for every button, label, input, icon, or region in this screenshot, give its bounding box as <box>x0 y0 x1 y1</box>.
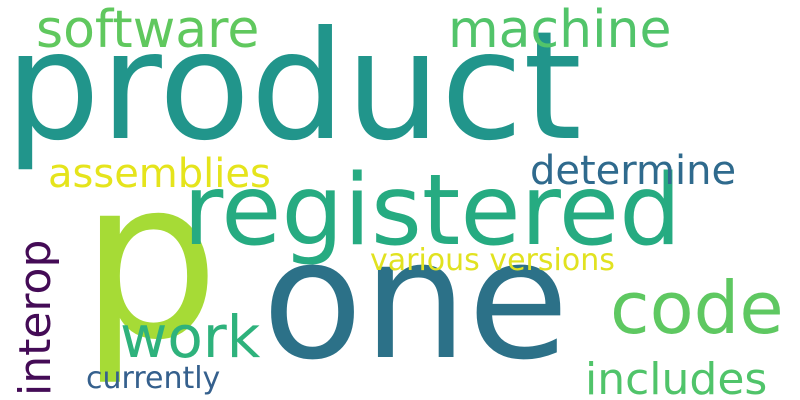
word-work: work <box>120 303 261 371</box>
word-machine: machine <box>448 0 672 60</box>
word-code: code <box>610 266 784 350</box>
word-registered: registered <box>183 154 682 268</box>
word-various-versions: various versions <box>370 243 615 278</box>
word-includes: includes <box>585 354 768 400</box>
word-determine: determine <box>530 148 737 194</box>
word-assemblies: assemblies <box>48 151 271 197</box>
word-interop: interop <box>10 239 61 396</box>
word-currently: currently <box>86 361 221 396</box>
word-p: p <box>80 132 220 388</box>
word-one: one <box>262 204 570 396</box>
word-product: product <box>5 0 582 174</box>
word-software: software <box>36 0 260 60</box>
